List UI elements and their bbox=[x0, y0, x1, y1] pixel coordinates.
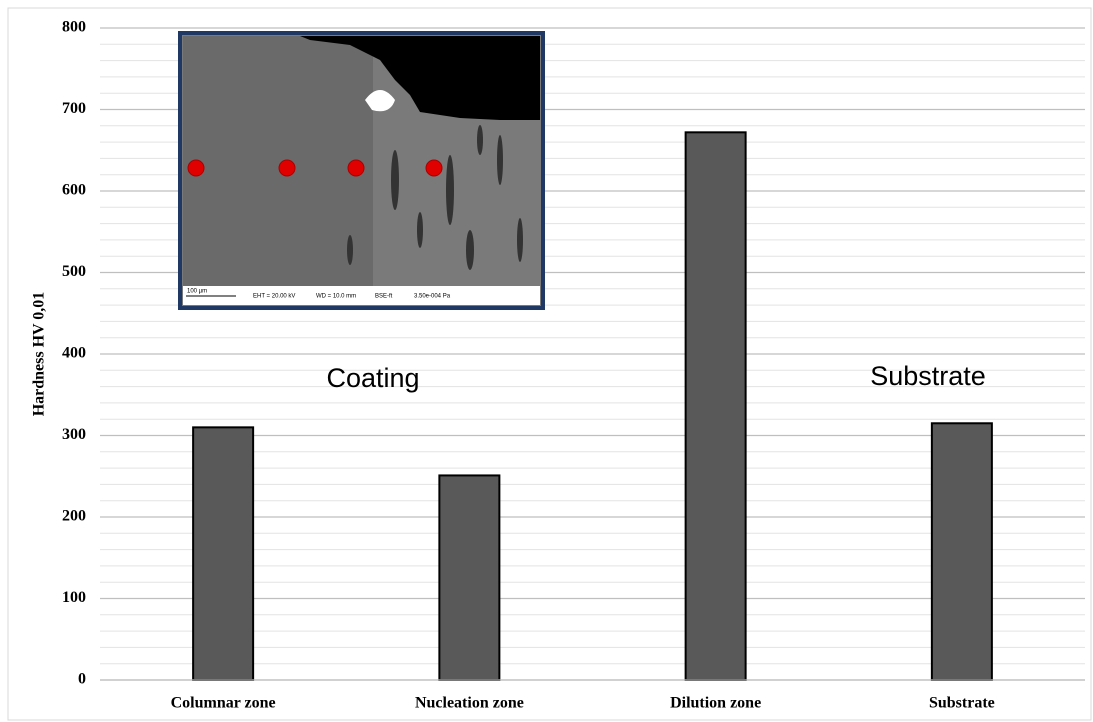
y-tick-label: 500 bbox=[62, 263, 86, 280]
y-tick-label: 700 bbox=[62, 100, 86, 117]
annotation: Coating bbox=[326, 363, 419, 393]
annotation: Substrate bbox=[870, 361, 986, 391]
y-tick-label: 0 bbox=[78, 671, 86, 688]
inset-infobar bbox=[183, 286, 540, 305]
y-tick-label: 800 bbox=[62, 19, 86, 36]
y-tick-label: 200 bbox=[62, 508, 86, 525]
bar bbox=[193, 427, 253, 680]
inset-region bbox=[183, 36, 373, 286]
y-tick-label: 300 bbox=[62, 426, 86, 443]
bar bbox=[686, 132, 746, 680]
y-tick-label: 600 bbox=[62, 182, 86, 199]
chart: Hardness HV 0,01 Coating Substrate 100 µ… bbox=[0, 0, 1093, 722]
bar bbox=[439, 475, 499, 680]
inset-text: 3.50e-004 Pa bbox=[414, 294, 451, 300]
inset-text: WD = 10.0 mm bbox=[316, 294, 356, 300]
inset-text: EHT = 20.00 kV bbox=[253, 294, 295, 300]
y-tick-label: 400 bbox=[62, 345, 86, 362]
x-tick-label: Substrate bbox=[929, 695, 995, 712]
x-tick-label: Dilution zone bbox=[670, 695, 761, 712]
y-axis-label: Hardness HV 0,01 bbox=[31, 292, 48, 417]
x-tick-label: Nucleation zone bbox=[415, 695, 524, 712]
inset-text: 100 µm bbox=[187, 289, 207, 295]
y-tick-label: 100 bbox=[62, 589, 86, 606]
inset-image: 100 µm EHT = 20.00 kV WD = 10.0 mm BSE-f… bbox=[180, 33, 543, 308]
inset-text: BSE-ft bbox=[375, 294, 393, 300]
x-tick-label: Columnar zone bbox=[171, 695, 276, 712]
bar bbox=[932, 423, 992, 680]
